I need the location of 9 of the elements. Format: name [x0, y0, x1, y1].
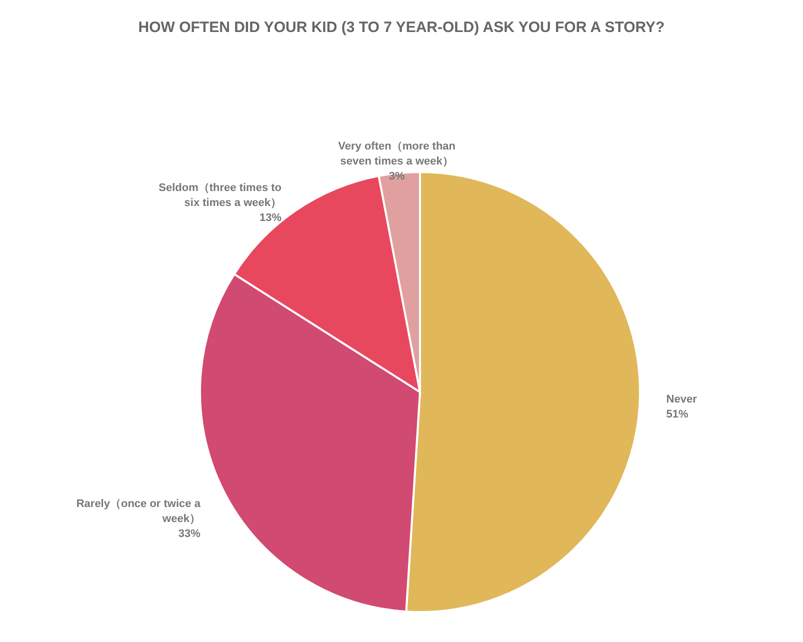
data-label: 13% [259, 212, 282, 224]
data-label: 51% [666, 408, 689, 421]
slice-label: Never [666, 394, 698, 406]
slice-label: Very often（more than seven times a week） [338, 140, 456, 168]
slice-label: Rarely（once or twice a week） [76, 498, 202, 525]
slice-label: Seldom（three times to six times a week） [158, 182, 282, 210]
data-label: 33% [178, 528, 201, 540]
data-label: 3% [388, 170, 405, 183]
chart-title: HOW OFTEN DID YOUR KID (3 TO 7 YEAR-OLD) ASK YOU FOR A STORY? [138, 19, 665, 36]
